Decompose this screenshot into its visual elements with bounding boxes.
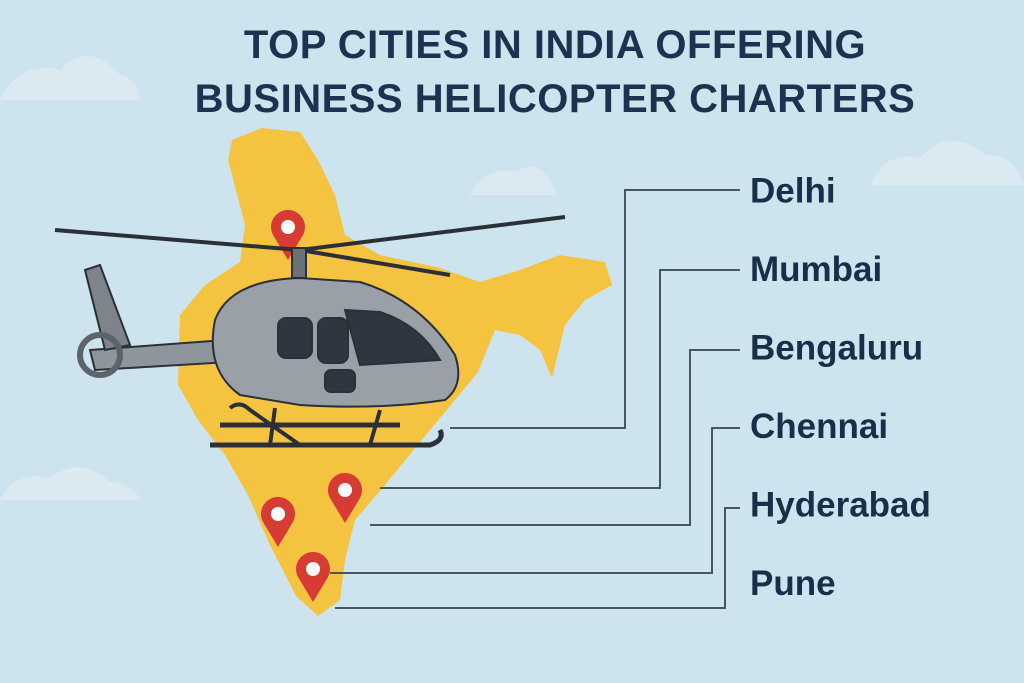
connector	[450, 189, 740, 429]
city-label: Mumbai	[750, 250, 882, 289]
pin	[261, 497, 295, 547]
pin	[296, 552, 330, 602]
city-label: Bengaluru	[750, 328, 923, 367]
connector	[330, 427, 740, 574]
city-label: Delhi	[750, 171, 836, 210]
city-list: Delhi Mumbai Bengaluru Chennai Hyderabad Pune	[750, 171, 931, 603]
skid	[210, 428, 444, 448]
windshield	[343, 308, 442, 367]
rotor-blade	[299, 215, 566, 252]
rotor-blade	[54, 228, 301, 252]
window	[277, 317, 313, 359]
pins	[261, 210, 362, 602]
pin	[328, 473, 362, 523]
cloud	[0, 56, 140, 100]
rotor-blade	[299, 248, 451, 277]
city-label: Hyderabad	[750, 485, 931, 524]
cloud	[870, 140, 1024, 185]
clouds	[0, 56, 1024, 500]
cloud	[470, 166, 555, 195]
city-label: Pune	[750, 564, 836, 603]
pin	[271, 210, 305, 260]
city-label: Chennai	[750, 407, 888, 446]
connector	[380, 269, 740, 489]
connector	[370, 349, 740, 526]
rotor-mast	[291, 247, 307, 279]
connectors	[330, 189, 740, 609]
tail-fin	[83, 263, 132, 352]
tail-rotor	[77, 332, 123, 378]
helicopter	[54, 215, 566, 448]
cloud	[0, 467, 140, 500]
title-line: BUSINESS HELICOPTER CHARTERS	[195, 77, 916, 121]
title-line: TOP CITIES IN INDIA OFFERING	[244, 23, 866, 67]
window	[317, 317, 349, 364]
window	[324, 369, 356, 393]
connector	[335, 507, 740, 609]
